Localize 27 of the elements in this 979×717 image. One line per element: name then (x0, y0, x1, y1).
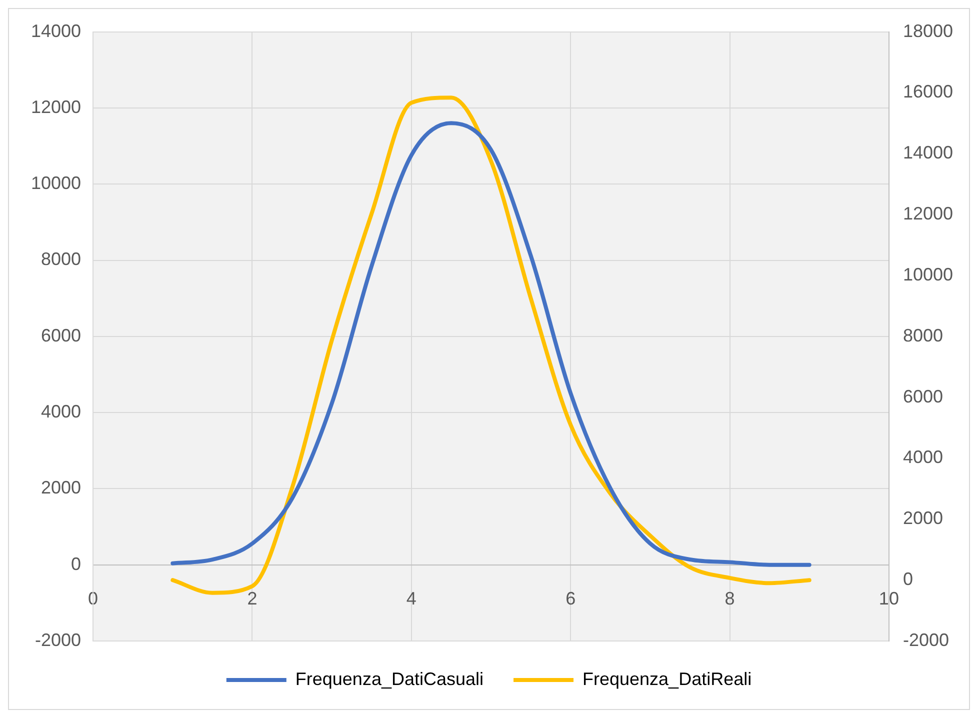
y-tick-label: 10000 (30, 173, 82, 194)
y2-tick-label: 0 (902, 569, 913, 590)
y-tick-label: 14000 (30, 20, 82, 41)
y2-tick-label: 14000 (902, 142, 954, 163)
y-tick-label: 12000 (30, 96, 82, 117)
y2-tick-label: 8000 (902, 325, 943, 346)
x-tick-label: 4 (406, 588, 416, 609)
x-tick-label: 6 (566, 588, 576, 609)
x-tick-label: 2 (247, 588, 258, 609)
y-tick-label: 6000 (41, 325, 82, 346)
y-tick-label: 0 (71, 554, 82, 574)
x-tick-label: 8 (724, 588, 735, 609)
x-tick-label: 10 (878, 588, 899, 609)
y2-tick-label: 10000 (902, 264, 954, 284)
legend-label: Frequenza_DatiReali (582, 668, 752, 689)
y2-tick-label: 6000 (902, 386, 943, 406)
y2-tick-label: -2000 (902, 630, 949, 650)
y2-tick-label: 16000 (902, 82, 954, 102)
legend-label: Frequenza_DatiCasuali (295, 668, 484, 689)
y-tick-label: -2000 (35, 630, 82, 650)
y-tick-label: 2000 (41, 478, 82, 498)
y2-tick-label: 4000 (902, 447, 943, 468)
y2-tick-label: 2000 (902, 508, 943, 528)
y-tick-label: 4000 (41, 402, 82, 422)
y2-tick-label: 12000 (902, 204, 954, 224)
y-tick-label: 8000 (41, 249, 82, 270)
y2-tick-label: 18000 (902, 20, 954, 41)
